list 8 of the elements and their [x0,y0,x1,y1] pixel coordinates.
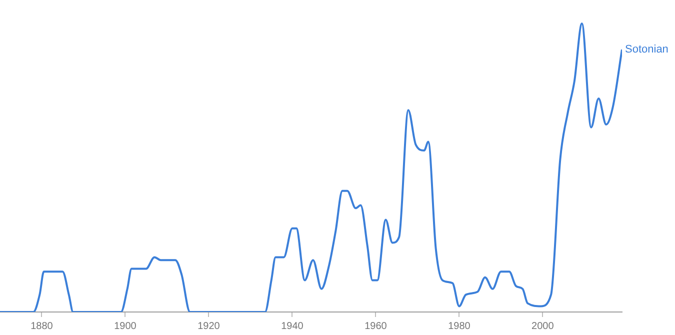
x-tick-label: 1940 [281,320,304,332]
series-label: Sotonian [625,44,668,56]
x-tick-label: 1900 [114,320,137,332]
x-tick-label: 2000 [532,320,554,332]
x-tick-label: 1920 [198,320,220,332]
x-tick-label: 1980 [448,320,471,332]
x-tick-label: 1960 [364,320,388,332]
x-tick-label: 1880 [30,320,54,332]
